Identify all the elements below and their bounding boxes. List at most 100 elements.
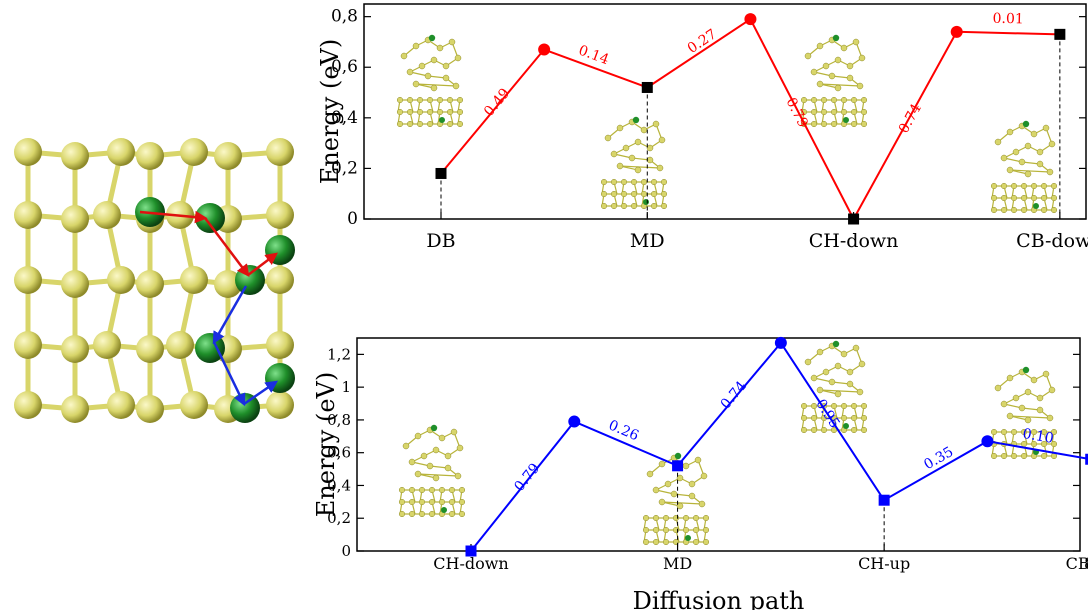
inset-atom [652,486,660,494]
structure-inset [398,424,466,518]
inset-atom [850,108,858,116]
inset-atom [990,194,998,202]
inset-atom [688,480,696,488]
saddle-point-marker [950,25,963,38]
inset-atom [856,82,864,90]
structure-inset [990,366,1058,460]
inset-bond [661,501,703,505]
inset-atom [1010,452,1018,460]
x-tick-label: CB-down [1016,230,1088,252]
lattice-atom [266,201,294,229]
y-tick-label: 0,6 [331,57,358,77]
inset-atom [446,120,454,128]
inset-atom [650,178,658,186]
inset-atom [634,138,642,146]
lattice-atom [14,266,42,294]
lattice-atom [93,331,121,359]
minimum-marker [641,81,653,93]
inset-atom [628,154,636,162]
inset-atom [610,190,618,198]
inset-atom [858,54,866,62]
inset-atom [412,80,420,88]
inset-atom [658,136,666,144]
inset-atom [408,486,416,494]
inset-atom [1006,166,1014,174]
inset-atom [1010,428,1018,436]
inset-atom [600,178,608,186]
inset-dopant [832,340,840,348]
inset-atom [646,470,654,478]
inset-bond [619,165,661,169]
inset-dopant [832,34,840,42]
inset-atom [810,96,818,104]
inset-atom [416,108,424,116]
inset-atom [1050,182,1058,190]
inset-atom [676,474,684,482]
inset-atom [688,492,696,500]
structure-inset [642,452,710,546]
inset-atom [660,202,668,210]
inset-atom [840,414,848,422]
inset-atom [682,514,690,522]
lattice-atom [266,391,294,419]
inset-atom [432,446,440,454]
plot-frame [356,337,1081,552]
lattice-atom [180,266,208,294]
inset-atom [1030,182,1038,190]
inset-atom [670,490,678,498]
inset-atom [846,380,854,388]
inset-atom [1020,452,1028,460]
inset-atom [448,38,456,46]
inset-atom [860,402,868,410]
inset-atom [692,526,700,534]
lattice-atom [14,391,42,419]
lattice-atom [14,201,42,229]
inset-atom [1018,404,1026,412]
inset-atom [1030,376,1038,384]
x-tick-label-edge: 8 [1084,554,1088,573]
x-tick-label: CH-up [858,554,910,573]
inset-atom [418,510,426,518]
inset-atom [840,96,848,104]
lattice-atom [214,142,242,170]
inset-bond [1009,415,1051,419]
inset-atom [820,414,828,422]
inset-atom [834,362,842,370]
inset-atom [1036,406,1044,414]
inset-atom [634,166,642,174]
inset-atom [662,526,670,534]
diffusion-arrow-red [247,252,278,276]
inset-atom [860,426,868,434]
inset-atom [658,498,666,506]
inset-atom [828,72,836,80]
inset-atom [840,350,848,358]
inset-atom [1040,206,1048,214]
inset-atom [990,428,998,436]
lattice-atom [61,205,89,233]
structure-inset [396,34,464,128]
inset-atom [850,414,858,422]
inset-atom [850,96,858,104]
inset-atom [642,526,650,534]
inset-atom [396,120,404,128]
inset-atom [860,414,868,422]
inset-atom [408,498,416,506]
inset-atom [816,80,824,88]
inset-atom [820,108,828,116]
dopant-atom [265,235,295,265]
inset-atom [816,386,824,394]
inset-atom [800,414,808,422]
inset-atom [620,202,628,210]
inset-atom [428,486,436,494]
diffusion-arrow-blue [243,380,279,406]
barrier-label: 0.14 [576,42,611,68]
y-tick-label: 0,2 [327,509,351,527]
inset-atom [1050,428,1058,436]
inset-atom [994,384,1002,392]
inset-atom [1050,194,1058,202]
inset-atom [830,120,838,128]
inset-atom [454,472,462,480]
inset-atom [810,426,818,434]
lattice-atom [107,138,135,166]
lattice-atom [166,331,194,359]
